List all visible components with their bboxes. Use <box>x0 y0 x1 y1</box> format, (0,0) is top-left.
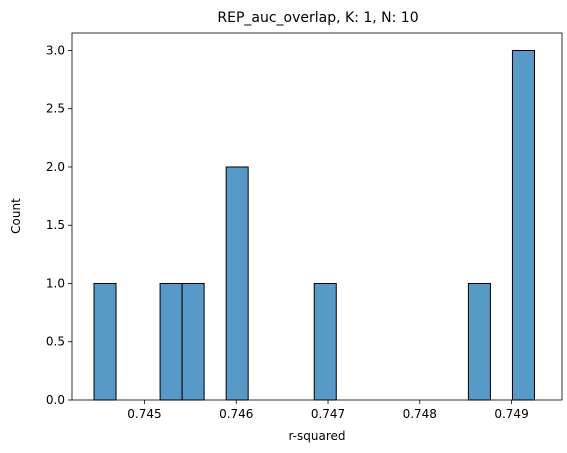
histogram-bar-3 <box>159 282 183 401</box>
x-axis-ticks: 0.745 0.746 0.747 0.748 0.749 <box>127 400 529 421</box>
x-tick-label: 0.746 <box>219 407 253 421</box>
y-tick-label: 0.0 <box>46 393 65 407</box>
y-axis-label: Count <box>9 198 23 234</box>
plot-frame <box>71 32 563 401</box>
y-axis-ticks: 0.0 0.5 1.0 1.5 2.0 2.5 3.0 <box>46 43 72 407</box>
x-tick-label: 0.747 <box>311 407 345 421</box>
chart-title: REP_auc_overlap, K: 1, N: 10 <box>217 10 418 26</box>
bars-group <box>93 49 535 401</box>
histogram-bar-10 <box>313 282 337 401</box>
histogram-bar-0 <box>93 282 117 401</box>
x-axis-label: r-squared <box>289 429 346 443</box>
histogram-bar-6 <box>225 166 249 401</box>
y-tick-label: 0.5 <box>46 335 65 349</box>
y-tick-label: 1.0 <box>46 276 65 290</box>
histogram-bar-4 <box>181 282 205 401</box>
x-tick-label: 0.748 <box>403 407 437 421</box>
x-tick-label: 0.749 <box>494 407 528 421</box>
x-tick-label: 0.745 <box>127 407 161 421</box>
y-tick-label: 1.5 <box>46 218 65 232</box>
y-tick-label: 2.0 <box>46 160 65 174</box>
y-tick-label: 3.0 <box>46 43 65 57</box>
histogram-bar-17 <box>467 282 491 401</box>
y-tick-label: 2.5 <box>46 102 65 116</box>
histogram-bar-19 <box>511 49 535 401</box>
